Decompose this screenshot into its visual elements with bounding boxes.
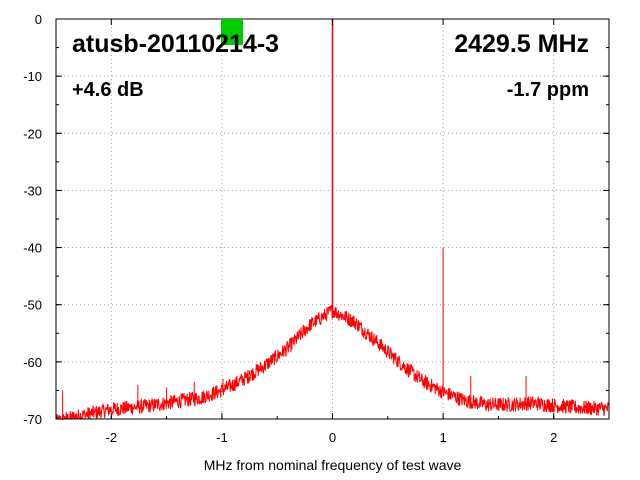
x-tick-label: -2 (106, 430, 118, 445)
x-tick-label: -1 (216, 430, 228, 445)
green-marker (221, 19, 243, 45)
y-tick-label: 0 (35, 12, 42, 27)
y-tick-label: -60 (23, 355, 42, 370)
device-label: atusb-20110214-3 (72, 30, 279, 58)
x-axis-title: MHz from nominal frequency of test wave (204, 457, 462, 473)
ppm-offset-label: -1.7 ppm (507, 79, 589, 101)
y-tick-label: -70 (23, 412, 42, 427)
noise-floor-trace (56, 305, 610, 421)
y-tick-label: -40 (23, 241, 42, 256)
y-tick-label: -50 (23, 298, 42, 313)
y-tick-label: -30 (23, 183, 42, 198)
frequency-label: 2429.5 MHz (454, 30, 589, 58)
y-tick-label: -10 (23, 69, 42, 84)
x-tick-label: 0 (329, 430, 336, 445)
y-tick-label: -20 (23, 126, 42, 141)
x-tick-label: 1 (439, 430, 446, 445)
x-tick-label: 2 (550, 430, 557, 445)
axis-ticks: -2 -1 0 1 20-10-20-30-40-50-60-70 (23, 12, 610, 445)
gain-label: +4.6 dB (72, 79, 144, 101)
